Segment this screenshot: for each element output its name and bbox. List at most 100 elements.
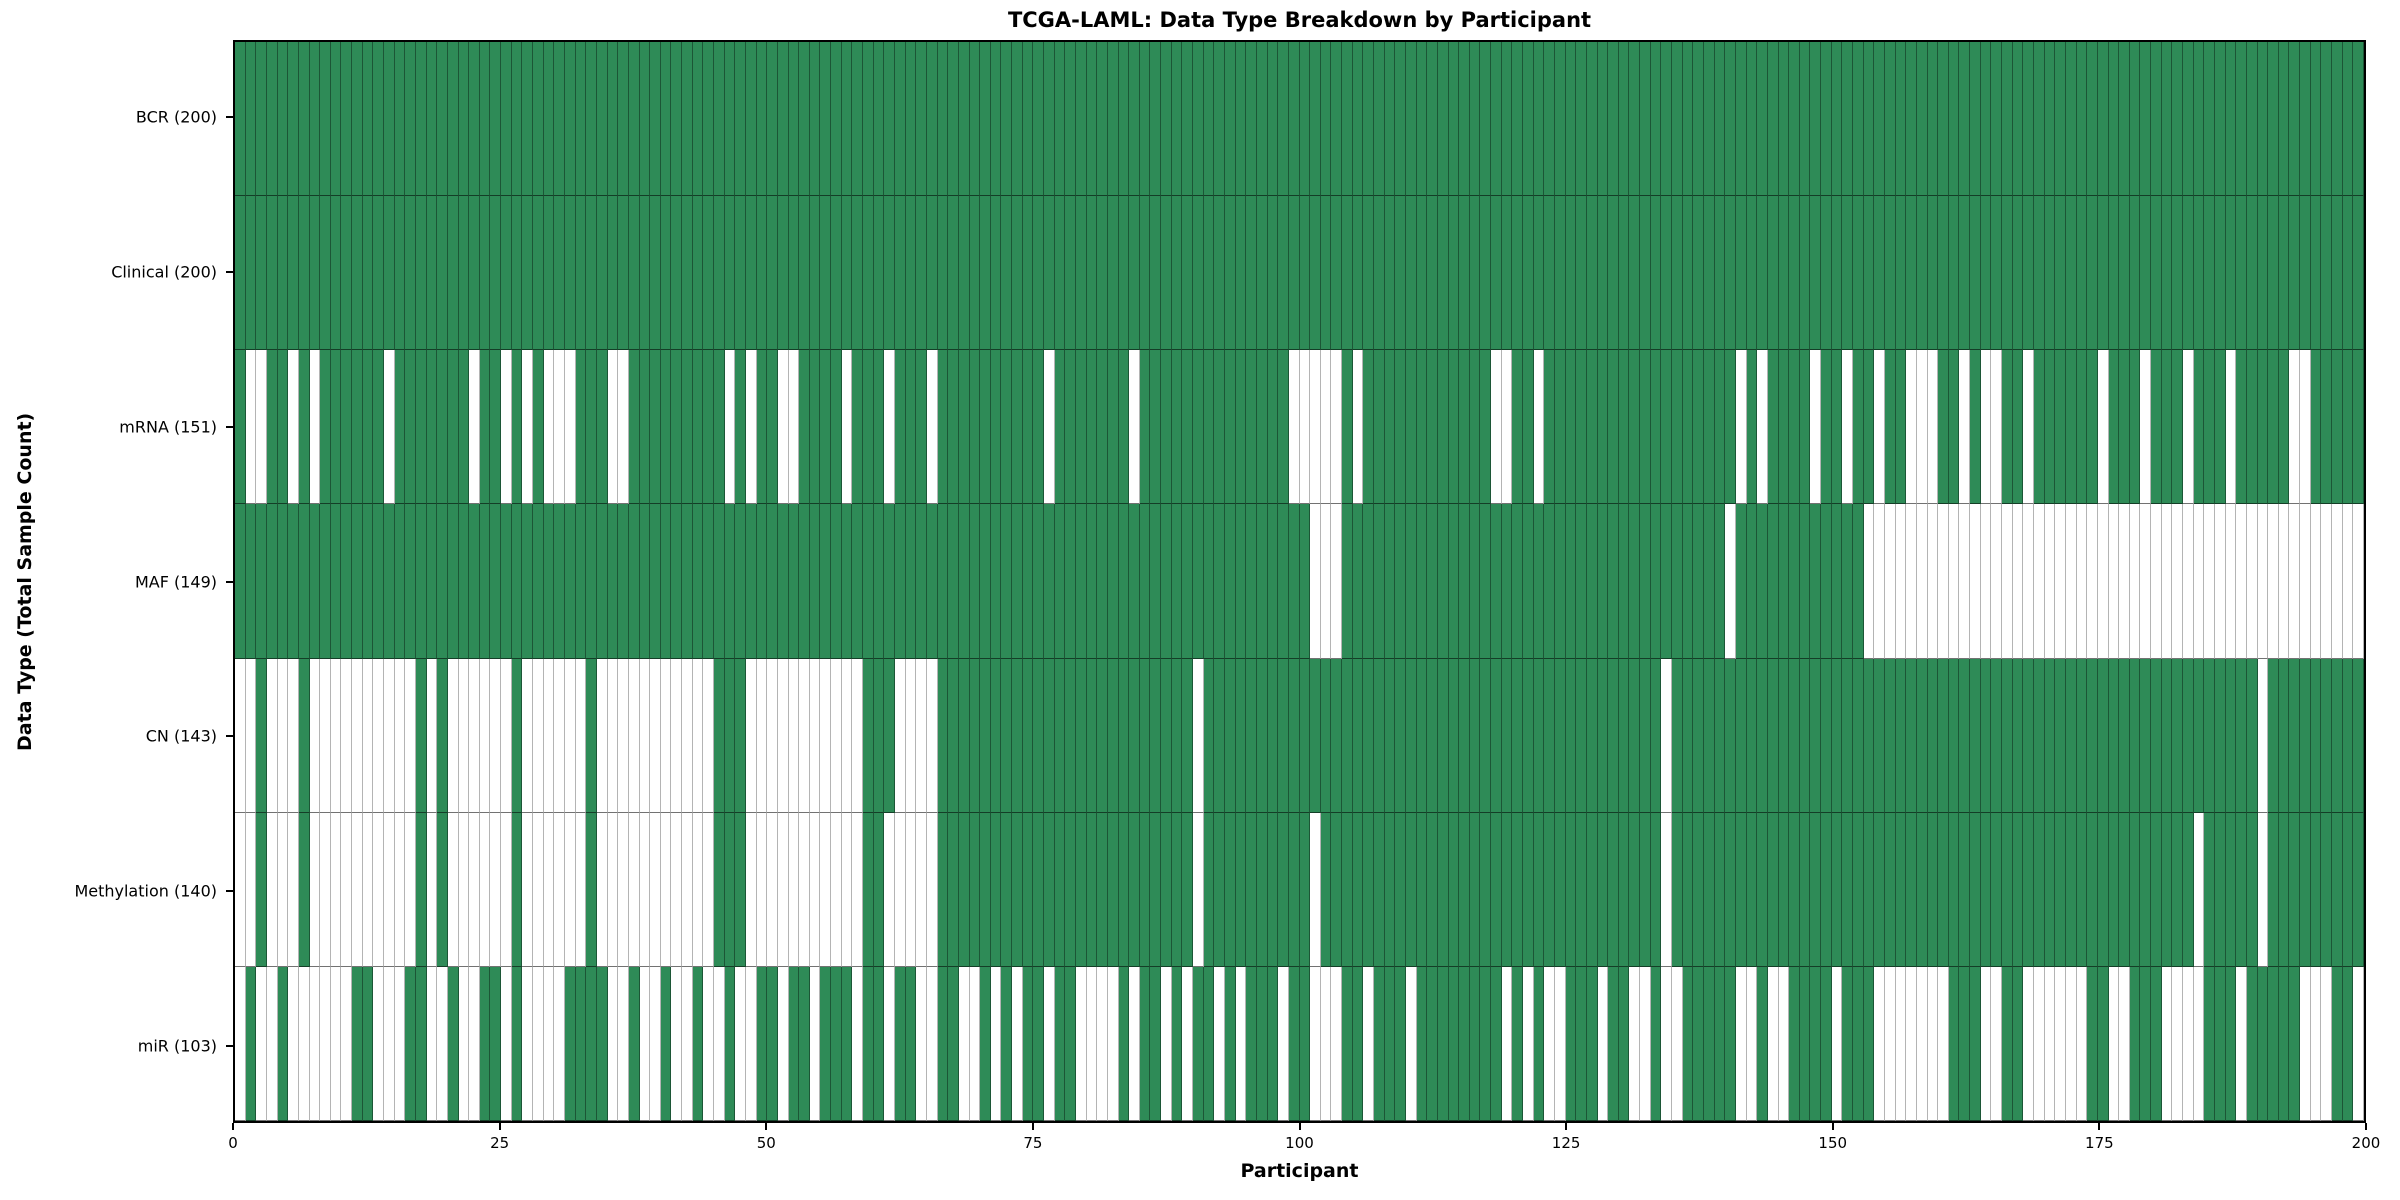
heatmap-cell bbox=[1001, 812, 1013, 967]
heatmap-cell bbox=[1821, 504, 1832, 659]
heatmap-cell bbox=[1374, 350, 1385, 505]
heatmap-cell bbox=[1735, 196, 1747, 351]
heatmap-cell bbox=[277, 196, 289, 351]
heatmap-cell bbox=[1767, 658, 1779, 813]
heatmap-cell bbox=[1661, 504, 1673, 659]
heatmap-cell bbox=[2236, 504, 2247, 659]
heatmap-cell bbox=[1288, 42, 1300, 197]
x-tick-mark bbox=[1031, 1123, 1034, 1130]
heatmap-cell bbox=[756, 812, 768, 967]
heatmap-cell bbox=[1331, 42, 1343, 197]
heatmap-cell bbox=[1799, 658, 1811, 813]
heatmap-cell bbox=[2065, 966, 2077, 1121]
heatmap-cell bbox=[1523, 812, 1534, 967]
heatmap-cell bbox=[2300, 42, 2311, 197]
heatmap-cell bbox=[1437, 812, 1449, 967]
heatmap-cell bbox=[586, 812, 597, 967]
heatmap-cell bbox=[2055, 196, 2066, 351]
heatmap-cell bbox=[1161, 966, 1172, 1121]
heatmap-cell bbox=[309, 42, 321, 197]
heatmap-cell bbox=[745, 42, 757, 197]
heatmap-cell bbox=[1523, 350, 1534, 505]
heatmap-cell bbox=[799, 196, 810, 351]
heatmap-cell bbox=[1342, 966, 1353, 1121]
heatmap-cell bbox=[533, 812, 544, 967]
heatmap-cell bbox=[1416, 658, 1428, 813]
heatmap-cell bbox=[1267, 350, 1279, 505]
heatmap-cell bbox=[437, 196, 448, 351]
heatmap-cell bbox=[266, 504, 278, 659]
heatmap-cell bbox=[1725, 504, 1736, 659]
heatmap-cell bbox=[1459, 350, 1470, 505]
heatmap-cell bbox=[2119, 350, 2130, 505]
heatmap-cell bbox=[384, 504, 395, 659]
heatmap-cell bbox=[1746, 966, 1758, 1121]
heatmap-cell bbox=[1033, 966, 1045, 1121]
heatmap-cell bbox=[1097, 504, 1108, 659]
heatmap-cell bbox=[948, 966, 959, 1121]
heatmap-cell bbox=[426, 812, 438, 967]
heatmap-cell bbox=[320, 196, 331, 351]
heatmap-cell bbox=[2332, 812, 2343, 967]
heatmap-cell bbox=[2119, 196, 2130, 351]
heatmap-cell bbox=[2321, 42, 2333, 197]
heatmap-cell bbox=[1224, 504, 1236, 659]
heatmap-cell bbox=[1182, 812, 1194, 967]
heatmap-cell bbox=[2002, 658, 2013, 813]
heatmap-cell bbox=[1576, 196, 1587, 351]
heatmap-cell bbox=[1725, 42, 1736, 197]
heatmap-cell bbox=[1970, 658, 1981, 813]
heatmap-cell bbox=[2353, 658, 2364, 813]
heatmap-cell bbox=[1948, 196, 1960, 351]
heatmap-cell bbox=[1342, 350, 1353, 505]
heatmap-cell bbox=[809, 658, 821, 813]
x-tick-label: 200 bbox=[2351, 1134, 2381, 1152]
heatmap-cell bbox=[2300, 196, 2311, 351]
heatmap-cell bbox=[1097, 42, 1108, 197]
heatmap-cell bbox=[2097, 350, 2109, 505]
heatmap-cell bbox=[2108, 196, 2120, 351]
heatmap-cell bbox=[1044, 196, 1055, 351]
heatmap-cell bbox=[1853, 658, 1864, 813]
heatmap-cell bbox=[394, 658, 406, 813]
heatmap-cell bbox=[1608, 658, 1619, 813]
heatmap-cell bbox=[1012, 196, 1023, 351]
heatmap-cell bbox=[1203, 350, 1215, 505]
heatmap-cell bbox=[2055, 812, 2066, 967]
heatmap-cell bbox=[1980, 504, 1992, 659]
heatmap-cell bbox=[980, 658, 991, 813]
heatmap-cell bbox=[1842, 196, 1854, 351]
heatmap-cell bbox=[1203, 658, 1215, 813]
heatmap-cell bbox=[1161, 196, 1172, 351]
heatmap-cell bbox=[1075, 812, 1087, 967]
heatmap-cell bbox=[2193, 42, 2205, 197]
heatmap-cell bbox=[1118, 196, 1130, 351]
heatmap-cell bbox=[1022, 42, 1034, 197]
heatmap-cell bbox=[948, 812, 959, 967]
heatmap-cell bbox=[1821, 196, 1832, 351]
heatmap-cell bbox=[926, 504, 938, 659]
heatmap-cell bbox=[564, 42, 576, 197]
heatmap-cell bbox=[1906, 350, 1917, 505]
heatmap-cell bbox=[415, 42, 427, 197]
heatmap-cell bbox=[469, 658, 480, 813]
heatmap-cell bbox=[926, 658, 938, 813]
heatmap-cell bbox=[543, 658, 555, 813]
heatmap-cell bbox=[1853, 504, 1864, 659]
heatmap-cell bbox=[1853, 966, 1864, 1121]
heatmap-cell bbox=[916, 350, 927, 505]
heatmap-cell bbox=[362, 42, 374, 197]
heatmap-cell bbox=[2161, 42, 2173, 197]
heatmap-cell bbox=[405, 504, 416, 659]
heatmap-cell bbox=[820, 196, 832, 351]
heatmap-cell bbox=[1097, 966, 1108, 1121]
heatmap-cell bbox=[1991, 812, 2003, 967]
heatmap-cell bbox=[405, 812, 416, 967]
heatmap-cell bbox=[2076, 658, 2088, 813]
heatmap-cell bbox=[1980, 350, 1992, 505]
heatmap-cell bbox=[1735, 504, 1747, 659]
heatmap-cell bbox=[1224, 196, 1236, 351]
heatmap-cell bbox=[1714, 42, 1726, 197]
heatmap-cell bbox=[1448, 42, 1460, 197]
heatmap-cell bbox=[2055, 350, 2066, 505]
